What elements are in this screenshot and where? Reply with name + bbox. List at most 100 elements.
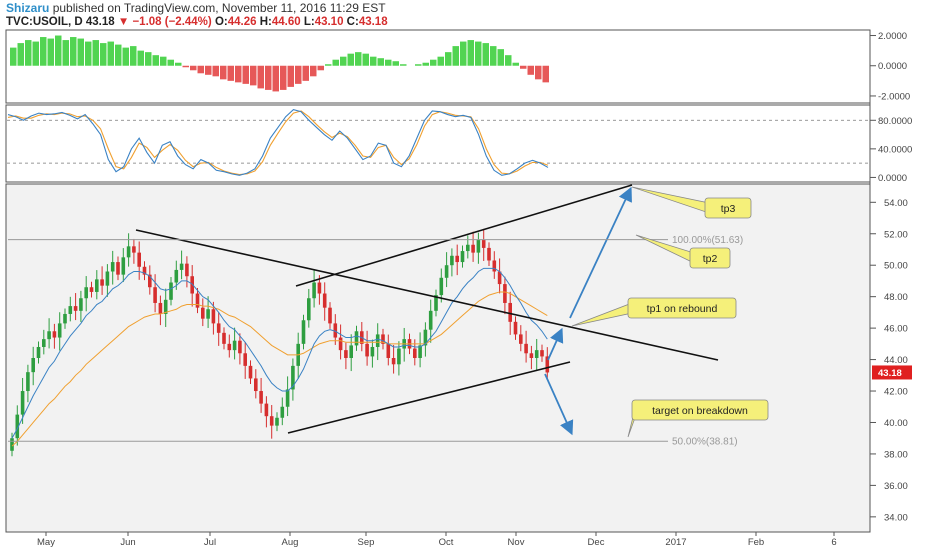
candle-body xyxy=(153,287,157,303)
histogram-bar xyxy=(85,41,92,66)
candle-body xyxy=(105,271,110,286)
histogram-y-tick: 2.0000 xyxy=(878,31,907,42)
candle-body xyxy=(344,350,348,358)
candle-body xyxy=(26,372,30,392)
candle-body xyxy=(370,346,375,357)
callout-tp2[interactable]: tp2 xyxy=(635,234,731,269)
callout-label: tp2 xyxy=(703,253,718,265)
histogram-bar xyxy=(10,47,17,66)
histogram-bar xyxy=(272,65,279,92)
x-axis-tick: 2017 xyxy=(665,537,686,548)
histogram-panel[interactable] xyxy=(5,29,871,104)
price-y-tick: 54.00 xyxy=(884,198,908,209)
stochastic-panel[interactable] xyxy=(5,104,871,183)
low-label: L: xyxy=(303,16,315,28)
x-axis-tick: Jun xyxy=(120,537,135,548)
callout-tp1-on-rebound[interactable]: tp1 on rebound xyxy=(571,297,737,327)
histogram-bar xyxy=(415,64,422,66)
candle-body xyxy=(349,345,353,358)
candle-body xyxy=(317,282,322,294)
x-axis-tick: May xyxy=(37,537,55,548)
candle-body xyxy=(264,403,269,417)
histogram-bar xyxy=(385,59,392,66)
candle-body xyxy=(508,302,512,322)
high-value: 44.60 xyxy=(271,16,301,28)
candle-body xyxy=(275,417,279,426)
candle-body xyxy=(524,343,528,354)
price-y-tick: 40.00 xyxy=(884,418,908,429)
candle-body xyxy=(179,263,184,270)
histogram-y-tick: -2.0000 xyxy=(878,91,910,102)
candle-body xyxy=(534,350,539,358)
histogram-bar xyxy=(497,49,504,66)
candle-body xyxy=(455,255,459,263)
candle-body xyxy=(163,299,168,314)
candle-body xyxy=(450,255,454,266)
histogram-bar xyxy=(205,65,212,75)
histogram-bar xyxy=(100,43,107,66)
histogram-bar xyxy=(452,46,459,66)
candle-body xyxy=(301,320,306,344)
histogram-bar xyxy=(145,52,152,66)
histogram-bar xyxy=(115,44,122,66)
candle-body xyxy=(238,340,242,354)
price-panel[interactable] xyxy=(5,183,871,533)
candles xyxy=(10,228,550,457)
candle-body xyxy=(222,332,226,344)
ascending-support-line[interactable] xyxy=(287,361,571,434)
histogram-bar xyxy=(190,65,197,71)
candle-body xyxy=(121,257,126,275)
histogram-bar xyxy=(535,65,542,80)
candle-body xyxy=(428,310,433,330)
candle-body xyxy=(206,309,210,319)
open-label: O: xyxy=(214,16,228,28)
candle-body xyxy=(232,340,237,351)
histogram-bar xyxy=(197,65,204,74)
histogram-bar xyxy=(370,56,377,66)
fib-level-label: 100.00%(51.63) xyxy=(672,235,743,246)
candle-body xyxy=(381,334,385,344)
candle-body xyxy=(132,246,136,253)
publish-info: Shizaru published on TradingView.com, No… xyxy=(6,1,386,15)
tp3-arrow[interactable] xyxy=(569,186,632,319)
candle-body xyxy=(481,240,486,248)
callout-target-on-breakdown[interactable]: target on breakdown xyxy=(627,399,769,438)
trend-lines[interactable] xyxy=(135,184,719,434)
callout-label: tp1 on rebound xyxy=(647,303,718,315)
candle-body xyxy=(391,358,396,365)
ascending-resistance-line[interactable] xyxy=(295,184,633,287)
price-y-tick: 44.00 xyxy=(884,355,908,366)
candle-body xyxy=(42,339,46,347)
price-y-tick: 52.00 xyxy=(884,229,908,240)
candle-body xyxy=(190,276,194,294)
histogram-bar xyxy=(437,56,444,66)
breakdown-arrow[interactable] xyxy=(544,373,574,436)
histogram-bar xyxy=(467,40,474,66)
candle-body xyxy=(397,348,401,365)
histogram-bar xyxy=(340,56,347,66)
x-axis-tick: Dec xyxy=(588,537,605,548)
candle-body xyxy=(52,331,57,338)
candle-body xyxy=(312,282,316,299)
projection-arrows[interactable] xyxy=(544,186,632,436)
candle-body xyxy=(333,323,338,338)
candle-body xyxy=(444,265,449,278)
candle-body xyxy=(386,343,391,358)
candle-body xyxy=(466,244,470,252)
published-text: published on TradingView.com, November 1… xyxy=(52,1,386,15)
callout-tp3[interactable]: tp3 xyxy=(631,186,752,219)
histogram-bar xyxy=(55,35,62,66)
close-label: C: xyxy=(346,16,359,28)
candle-body xyxy=(216,323,221,333)
histogram-bar xyxy=(77,38,84,66)
descending-trend-line[interactable] xyxy=(135,229,719,361)
histogram-bar xyxy=(220,65,227,80)
histogram-bar xyxy=(325,64,332,66)
histogram-bar xyxy=(40,37,47,66)
candle-body xyxy=(439,277,444,296)
candle-body xyxy=(185,263,189,277)
rebound-arrow[interactable] xyxy=(547,327,564,361)
candle-body xyxy=(148,274,152,288)
author-name[interactable]: Shizaru xyxy=(6,1,50,15)
